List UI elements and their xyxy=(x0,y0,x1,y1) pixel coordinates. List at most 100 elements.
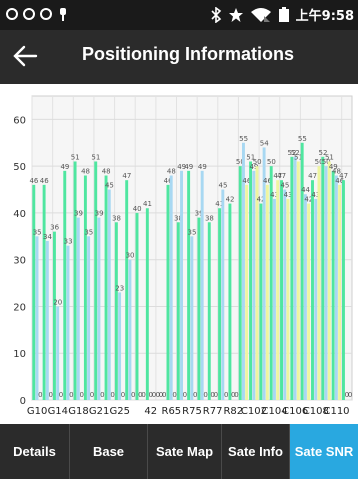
data-label: 0 xyxy=(183,391,187,399)
data-label: 35 xyxy=(33,228,42,236)
data-label: 48 xyxy=(81,168,90,176)
wifi-icon xyxy=(250,7,271,22)
data-label: 43 xyxy=(284,191,293,199)
bar-G16-L1 xyxy=(63,170,67,400)
bar-C107-L5 xyxy=(307,203,311,400)
bar-C105-L5 xyxy=(286,198,290,400)
bar-G14-L2 xyxy=(56,306,60,400)
data-label: 50 xyxy=(315,158,324,166)
bar-G20-L2 xyxy=(87,236,91,400)
bar-C104-L1 xyxy=(269,166,273,400)
tab-sate-map[interactable]: Sate Map xyxy=(148,424,222,479)
data-label: 45 xyxy=(219,182,228,190)
bar-R70-L1 xyxy=(176,222,180,400)
data-label: 0 xyxy=(231,391,235,399)
data-label: 49 xyxy=(184,163,193,171)
data-label: 20 xyxy=(53,298,62,306)
bar-G18-L1 xyxy=(73,161,77,400)
data-label: 38 xyxy=(174,214,183,222)
battery-icon xyxy=(278,6,289,22)
data-label: 51 xyxy=(325,153,334,161)
bar-R65-L2 xyxy=(169,175,173,400)
signal-icon xyxy=(60,8,66,21)
data-label: 52 xyxy=(291,149,300,157)
arrow-left-icon[interactable] xyxy=(10,41,40,71)
data-label: 47 xyxy=(308,172,317,180)
bar-G29-L1 xyxy=(135,212,139,400)
bar-C101-L5 xyxy=(245,184,249,400)
bar-C104-L2 xyxy=(272,198,276,400)
bar-C109-L1 xyxy=(321,156,325,400)
tab-base[interactable]: Base xyxy=(70,424,148,479)
data-label: 0 xyxy=(224,391,228,399)
data-label: 0 xyxy=(214,391,218,399)
x-tick-label: R77 xyxy=(203,406,223,417)
y-tick-label: 0 xyxy=(20,396,26,407)
data-label: 39 xyxy=(195,210,204,218)
data-label: 46 xyxy=(242,177,251,185)
data-label: 45 xyxy=(105,182,114,190)
data-label: 0 xyxy=(162,391,166,399)
bar-G25-L2 xyxy=(118,292,122,400)
data-label: 0 xyxy=(159,391,163,399)
bar-C103-L1 xyxy=(259,203,263,400)
data-label: 0 xyxy=(210,391,214,399)
status-icon xyxy=(40,8,52,20)
data-label: 52 xyxy=(288,149,297,157)
data-label: 33 xyxy=(64,238,73,246)
bar-G27-L2 xyxy=(128,259,132,400)
bar-G21-L1 xyxy=(94,161,98,400)
bar-C108-L1 xyxy=(311,180,314,400)
data-label: 50 xyxy=(267,158,276,166)
data-label: 0 xyxy=(110,391,114,399)
data-label: 44 xyxy=(301,186,310,194)
data-label: 39 xyxy=(95,210,104,218)
data-label: 46 xyxy=(335,177,344,185)
bar-C105-L2 xyxy=(283,189,287,400)
y-tick-label: 20 xyxy=(13,302,26,313)
data-label: 0 xyxy=(345,391,349,399)
bar-C103-L2 xyxy=(262,147,266,400)
system-status: 上午9:58 xyxy=(210,5,354,24)
data-label: 0 xyxy=(79,391,83,399)
data-label: 0 xyxy=(141,391,145,399)
bar-C103-L5 xyxy=(265,184,269,400)
bar-G18-L2 xyxy=(76,217,80,400)
x-tick-label: G21 xyxy=(89,406,109,417)
x-tick-label: C110 xyxy=(323,406,349,417)
data-label: 0 xyxy=(90,391,94,399)
tab-details[interactable]: Details xyxy=(0,424,70,479)
x-tick-label: G14 xyxy=(48,406,68,417)
y-tick-label: 10 xyxy=(13,349,26,360)
data-label: 35 xyxy=(188,228,197,236)
bar-C104-L5 xyxy=(276,180,280,400)
data-label: 38 xyxy=(112,214,121,222)
bar-G25-L1 xyxy=(114,222,118,400)
bar-42-L1 xyxy=(145,208,149,400)
data-label: 0 xyxy=(131,391,135,399)
data-label: 0 xyxy=(59,391,63,399)
data-label: 0 xyxy=(100,391,104,399)
data-label: 51 xyxy=(246,153,255,161)
tab-sate-info[interactable]: Sate Info xyxy=(222,424,290,479)
x-tick-label: G10 xyxy=(27,406,47,417)
data-label: 43 xyxy=(270,191,279,199)
bar-C111-L1 xyxy=(342,180,345,400)
data-label: 51 xyxy=(91,153,100,161)
status-icon xyxy=(23,8,35,20)
bar-R76-L2 xyxy=(200,170,204,400)
data-label: 41 xyxy=(215,200,224,208)
bar-R76-L1 xyxy=(197,217,201,400)
data-label: 50 xyxy=(253,158,262,166)
bar-C109-L2 xyxy=(324,166,328,400)
x-tick-label: C108 xyxy=(303,406,329,417)
data-label: 0 xyxy=(156,391,160,399)
data-label: 35 xyxy=(84,228,93,236)
tab-sate-snr[interactable]: Sate SNR xyxy=(290,424,358,479)
notification-icons xyxy=(6,6,69,22)
data-label: 48 xyxy=(167,168,176,176)
data-label: 49 xyxy=(177,163,186,171)
snr-bar-chart: 0 10 20 30 40 50 60 46 35 0 46 34 0 36 20 0 49 33 0 51 39 0 48… xyxy=(13,95,353,435)
data-label: 0 xyxy=(172,391,176,399)
data-label: 49 xyxy=(329,163,338,171)
